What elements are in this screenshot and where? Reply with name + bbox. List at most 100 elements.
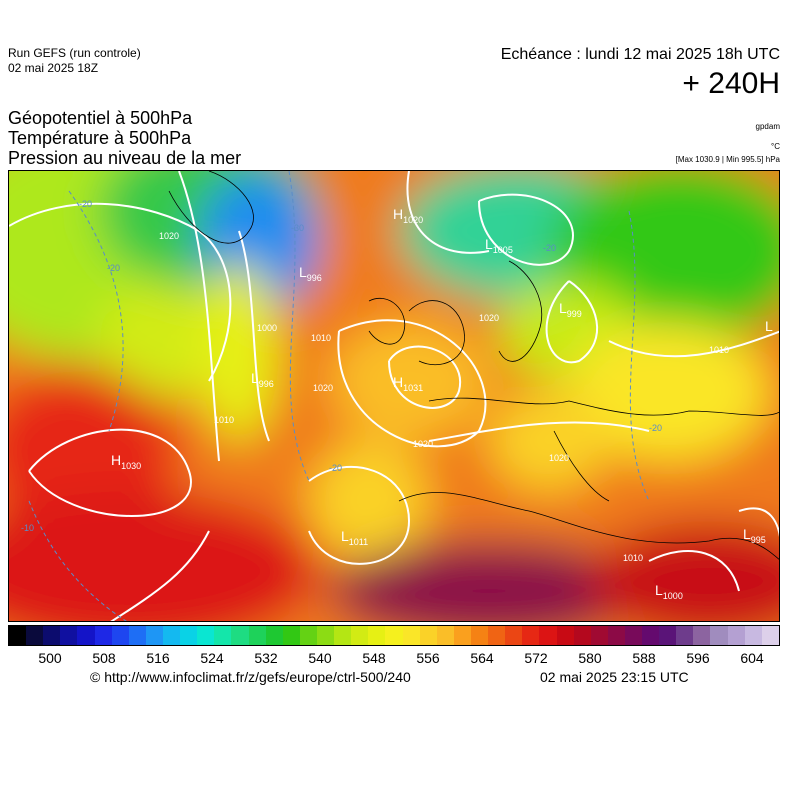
isotherm-label: -30 (291, 223, 304, 233)
isotherms (28, 171, 650, 621)
colorbar-swatch (607, 626, 625, 645)
colorbar-swatch (659, 626, 677, 645)
lead-time: + 240H (682, 67, 780, 100)
pressure-value: 996 (259, 379, 274, 389)
colorbar-swatch (761, 626, 779, 645)
pressure-center-l: L999 (559, 300, 582, 319)
pressure-value: 999 (567, 309, 582, 319)
colorbar-swatch (470, 626, 489, 645)
colorbar-swatch (505, 626, 523, 645)
colorbar-swatch (197, 626, 215, 645)
colorbar-tick: 596 (686, 650, 710, 666)
pressure-type-letter: L (765, 318, 773, 334)
colorbar-swatch (539, 626, 557, 645)
parameter-temperature: Température à 500hPa (8, 128, 192, 148)
parameter-geopotential: Géopotentiel à 500hPa (8, 108, 193, 128)
colorbar-swatch (385, 626, 403, 645)
isobar-label: 1010 (214, 415, 234, 425)
pressure-value: 995 (751, 535, 766, 545)
colorbar-tick: 556 (416, 650, 440, 666)
isobar-label: 1000 (257, 323, 277, 333)
colorbar-tick: 540 (308, 650, 332, 666)
colorbar-swatch (556, 626, 574, 645)
colorbar-swatch (436, 626, 454, 645)
isotherm-label: -20 (329, 463, 342, 473)
colorbar-tick: 572 (524, 650, 548, 666)
pressure-center-h: H1020 (393, 206, 423, 225)
colorbar-tick: 604 (740, 650, 764, 666)
pressure-value: 1030 (121, 461, 141, 471)
isotherm-label: -20 (79, 199, 92, 209)
run-date: 02 mai 2025 18Z (8, 61, 99, 75)
colorbar-swatch (693, 626, 711, 645)
colorbar-swatch (282, 626, 300, 645)
pressure-value: 996 (307, 273, 322, 283)
colorbar-tick: 564 (470, 650, 494, 666)
weather-map[interactable]: H1020 L1005 L996 L996 L999 H1031 H1030 L… (8, 170, 780, 622)
colorbar-swatch (231, 626, 249, 645)
colorbar-tick: 580 (578, 650, 602, 666)
colorbar-swatch (642, 626, 660, 645)
parameter-pressure: Pression au niveau de la mer (8, 148, 242, 168)
pressure-center-l: L1000 (655, 582, 683, 601)
colorbar-swatch (43, 626, 61, 645)
pressure-value: 1020 (403, 215, 423, 225)
colorbar-tick: 500 (38, 650, 62, 666)
colorbar-tick: 516 (146, 650, 170, 666)
colorbar-swatch (453, 626, 471, 645)
colorbar-swatch (111, 626, 129, 645)
colorbar-swatch (9, 626, 27, 645)
colorbar-swatch (710, 626, 728, 645)
colorbar-swatch (419, 626, 437, 645)
isotherm-labels: -20 -20 -10 -20 -30 -20 -20 (21, 199, 662, 533)
pressure-center-h: H1030 (111, 452, 141, 471)
colorbar-swatch (180, 626, 198, 645)
pressure-center-l: L1011 (341, 528, 368, 547)
pressure-value: 1005 (493, 245, 513, 255)
colorbar-swatch (573, 626, 591, 645)
colorbar-tick: 588 (632, 650, 656, 666)
pressure-value: 1031 (403, 383, 423, 393)
isotherm-label: -10 (21, 523, 34, 533)
colorbar-swatch (676, 626, 694, 645)
map-canvas: H1020 L1005 L996 L996 L999 H1031 H1030 L… (9, 171, 779, 621)
isobar-labels: 1020 1010 1000 1020 1010 1020 1020 1010 … (159, 231, 729, 563)
colorbar-swatch (316, 626, 335, 645)
isobar-label: 1010 (709, 345, 729, 355)
unit-celsius: °C (771, 142, 780, 151)
colorbar-swatch (351, 626, 369, 645)
pressure-type-letter: H (393, 206, 403, 222)
pressure-type-letter: L (251, 370, 259, 386)
colorbar-swatch (128, 626, 146, 645)
unit-gpdam: gpdam (755, 122, 780, 131)
colorbar-swatch (162, 626, 181, 645)
valid-time: Echéance : lundi 12 mai 2025 18h UTC (500, 46, 780, 63)
pressure-type-letter: L (743, 526, 751, 542)
colorbar-tick: 532 (254, 650, 278, 666)
pressure-value: 1000 (663, 591, 683, 601)
colorbar-swatch (402, 626, 420, 645)
colorbar-tick: 548 (362, 650, 386, 666)
colorbar-swatch (522, 626, 540, 645)
pressure-extremes: [Max 1030.9 | Min 995.5] hPa (675, 155, 780, 164)
isobar-label: 1010 (623, 553, 643, 563)
pressure-center-l: L996 (251, 370, 274, 389)
pressure-center-l: L995 (743, 526, 766, 545)
colorbar-swatch (248, 626, 266, 645)
pressure-type-letter: H (393, 374, 403, 390)
colorbar-swatch (94, 626, 112, 645)
colorbar-swatch (488, 626, 506, 645)
isobar-label: 1020 (549, 453, 569, 463)
pressure-type-letter: L (559, 300, 567, 316)
isobar-label: 1020 (413, 439, 433, 449)
colorbar-swatch (334, 626, 352, 645)
copyright-url[interactable]: © http://www.infoclimat.fr/z/gefs/europe… (90, 669, 411, 685)
colorbar-swatch (299, 626, 317, 645)
colorbar-labels: 500 508 516 524 532 540 548 556 564 572 580 588 596 6… (8, 650, 780, 666)
colorbar (8, 625, 780, 646)
pressure-center-l: L1005 (485, 236, 513, 255)
pressure-type-letter: L (655, 582, 663, 598)
colorbar-swatch (727, 626, 745, 645)
colorbar-swatch (624, 626, 643, 645)
generation-time: 02 mai 2025 23:15 UTC (540, 669, 689, 685)
